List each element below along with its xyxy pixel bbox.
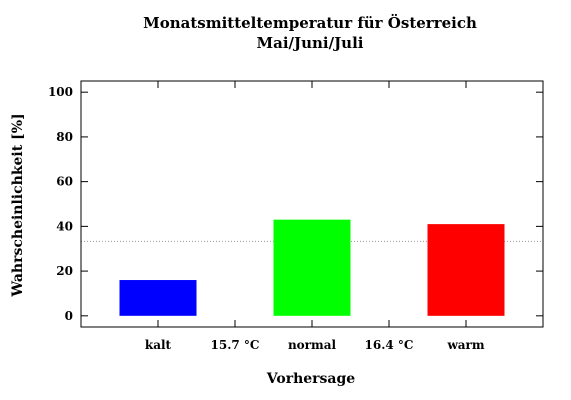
x-tick-label: warm [446,338,484,352]
x-tick-label: kalt [145,338,172,352]
plot-area: 0 20 40 60 80 100 kalt 15.7 °C normal 16.4 °C warm [48,80,544,352]
y-tick-label: 20 [56,264,73,278]
y-axis-label: Wahrscheinlichkeit [%] [10,113,26,297]
y-tick-label: 80 [56,130,73,144]
y-tick-label: 0 [65,309,73,323]
x-tick-label: 15.7 °C [211,338,260,352]
bar-normal [273,219,351,316]
x-tick-label: normal [288,338,337,352]
y-tick-label: 40 [56,219,73,233]
chart-title: Monatsmitteltemperatur für Österreich [143,13,477,32]
chart-subtitle: Mai/Juni/Juli [257,34,364,52]
y-tick-label: 100 [48,85,73,99]
y-tick-label: 60 [56,175,73,189]
bar-warm [427,224,505,316]
bar-kalt [119,280,197,316]
x-axis-label: Vorhersage [266,371,355,387]
x-tick-label: 16.4 °C [365,338,414,352]
